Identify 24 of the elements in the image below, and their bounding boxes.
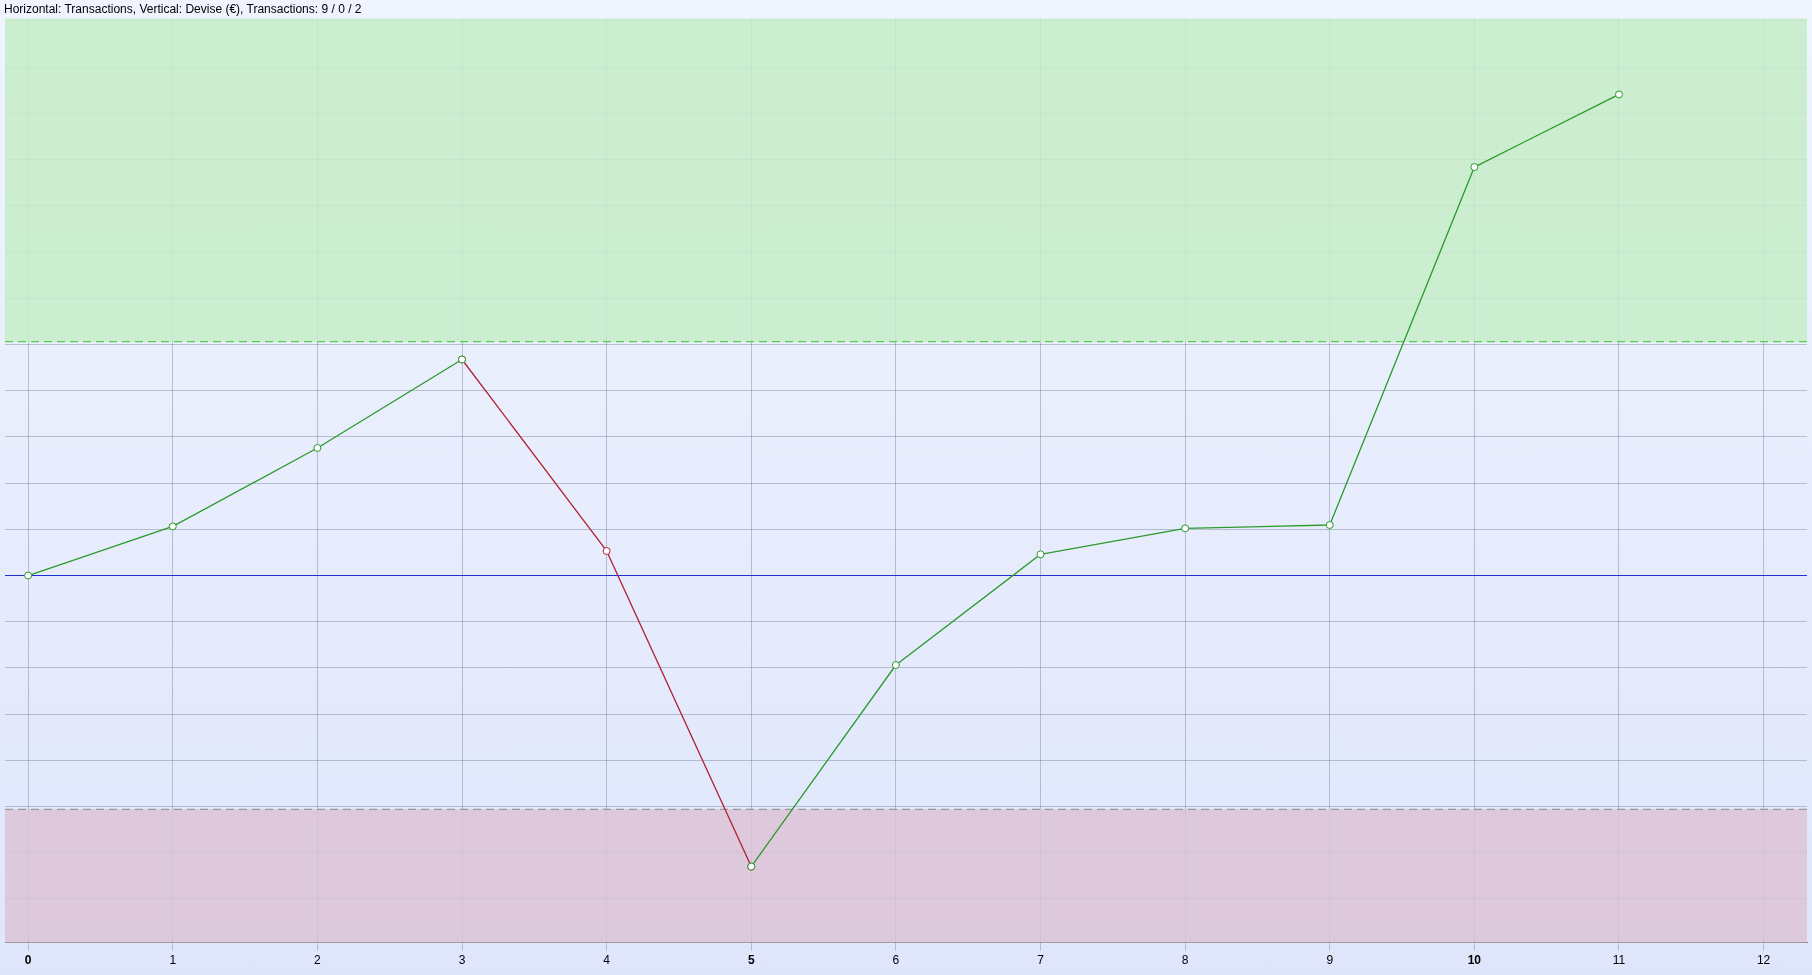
point xyxy=(24,571,33,580)
point xyxy=(1036,550,1045,559)
point xyxy=(313,444,322,453)
x-tick-label: 11 xyxy=(1612,953,1626,968)
x-tick-label: 3 xyxy=(458,953,466,968)
x-tick-label: 8 xyxy=(1181,953,1189,968)
x-tick-label: 5 xyxy=(747,953,755,968)
point xyxy=(168,522,177,531)
x-tick-label: 7 xyxy=(1037,953,1045,968)
point xyxy=(602,546,611,555)
x-tick-label: 1 xyxy=(169,953,177,968)
point xyxy=(1470,163,1479,172)
x-tick-label: 2 xyxy=(314,953,322,968)
x-tick-label: 12 xyxy=(1756,953,1771,968)
x-tick-label: 9 xyxy=(1326,953,1334,968)
point xyxy=(1614,90,1623,99)
x-tick-label: 0 xyxy=(24,953,32,968)
x-tick-label: 4 xyxy=(603,953,611,968)
chart-title: Horizontal: Transactions, Vertical: Devise (€), Transactions: 9 / 0 / 2 xyxy=(4,1,362,16)
point xyxy=(891,661,900,669)
point xyxy=(1181,524,1190,533)
x-tick-label: 6 xyxy=(892,953,900,968)
point xyxy=(1325,521,1334,529)
x-tick-label: 10 xyxy=(1467,953,1482,968)
